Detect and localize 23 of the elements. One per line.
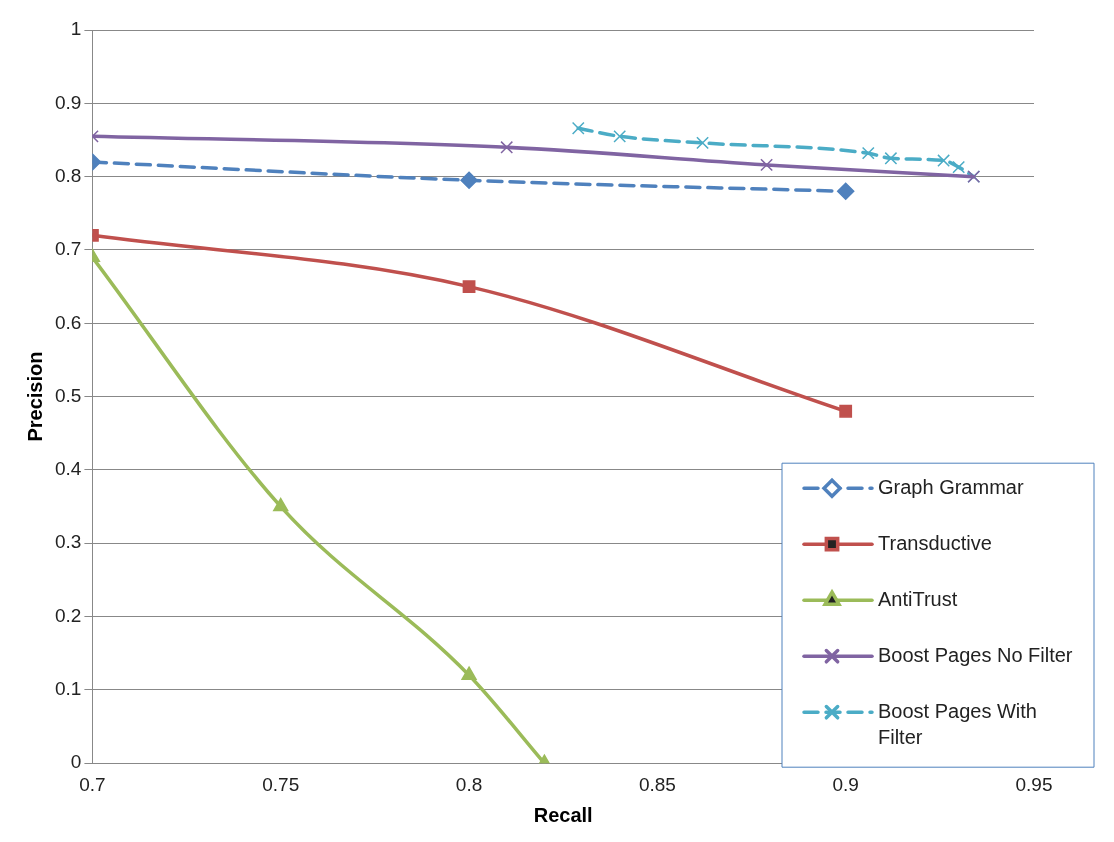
y-tick-label: 0.1 [54, 678, 82, 700]
legend-label: Boost Pages No Filter [878, 643, 1073, 666]
x-tick-label: 0.8 [455, 773, 483, 795]
x-axis-title: Recall [533, 803, 593, 826]
y-tick-label: 0.8 [54, 164, 82, 186]
legend-label: Boost Pages With Filter [878, 699, 1037, 748]
legend-label: Transductive [878, 531, 992, 554]
y-tick-label: 0.6 [54, 311, 82, 333]
x-tick-label: 0.95 [1015, 773, 1053, 795]
y-tick-label: 0.2 [54, 604, 82, 626]
y-tick-label: 0.9 [54, 91, 82, 113]
y-tick-label: 0.4 [54, 458, 82, 480]
y-tick-label: 0.7 [54, 238, 82, 260]
x-tick-label: 0.9 [832, 773, 859, 795]
y-tick-label: 0 [70, 751, 82, 773]
y-tick-label: 0.3 [54, 531, 82, 553]
y-tick-label: 0.5 [54, 384, 82, 406]
y-tick-label: 1 [70, 18, 82, 40]
x-tick-label: 0.85 [638, 773, 676, 795]
x-tick-label: 0.75 [262, 773, 300, 795]
legend-label: Graph Grammar [878, 475, 1024, 498]
legend-label: AntiTrust [878, 587, 958, 610]
y-axis-title: Precision [23, 351, 46, 442]
